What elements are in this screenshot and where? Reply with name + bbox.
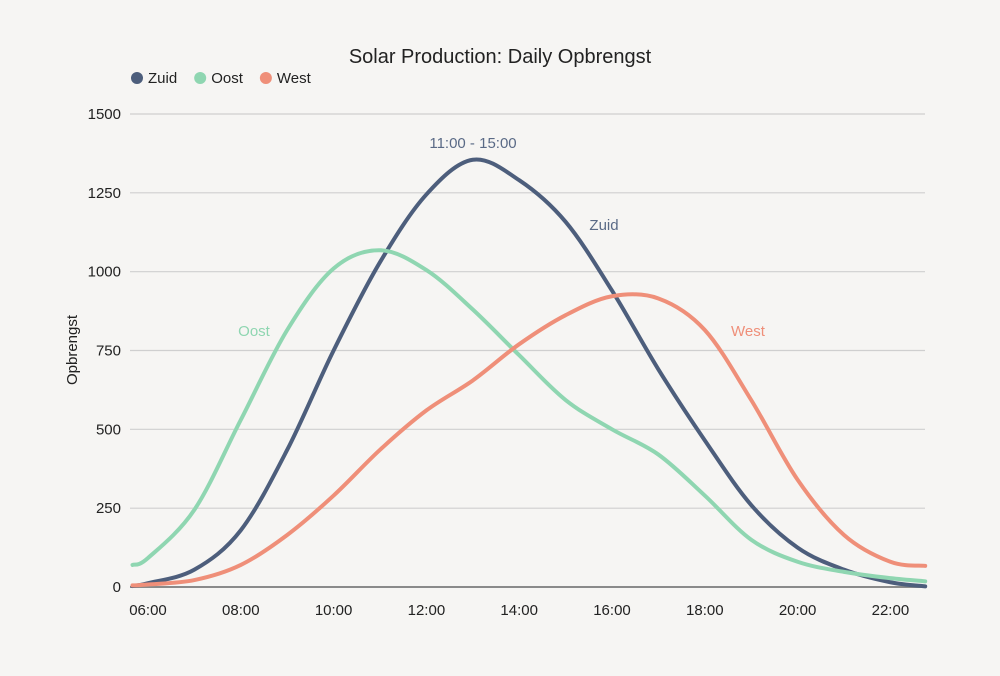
legend: Zuid Oost West xyxy=(131,70,312,87)
x-tick-label: 06:00 xyxy=(129,602,167,619)
x-tick-label: 20:00 xyxy=(779,602,817,619)
y-tick-label: 0 xyxy=(113,579,121,596)
annotation-oost: Oost xyxy=(238,323,271,340)
y-tick-label: 250 xyxy=(96,500,121,517)
series-line-zuid xyxy=(130,157,928,589)
annotation-peak-window: 11:00 - 15:00 xyxy=(429,135,516,152)
x-tick-label: 08:00 xyxy=(222,602,260,619)
legend-label-west: West xyxy=(277,70,312,87)
gridlines xyxy=(130,113,925,509)
y-tick-label: 1000 xyxy=(88,264,121,281)
annotation-west: West xyxy=(731,323,766,340)
annotation-zuid: Zuid xyxy=(589,217,618,234)
y-tick-label: 500 xyxy=(96,421,121,438)
chart-title: Solar Production: Daily Opbrengst xyxy=(349,46,652,68)
series-line-oost xyxy=(130,248,928,584)
x-tick-label: 10:00 xyxy=(315,602,353,619)
y-axis-ticks: 0 250 500 750 1000 1250 1500 xyxy=(88,106,121,596)
x-tick-label: 12:00 xyxy=(408,602,446,619)
legend-label-zuid: Zuid xyxy=(148,70,177,87)
legend-label-oost: Oost xyxy=(211,70,244,87)
legend-marker-oost xyxy=(194,72,207,84)
y-axis-label: Opbrengst xyxy=(64,314,81,385)
series-line-west xyxy=(130,292,928,588)
y-tick-label: 750 xyxy=(96,343,121,360)
x-axis-ticks: 06:00 08:00 10:00 12:00 14:00 16:00 18:00 20:00… xyxy=(129,602,909,619)
series-lines xyxy=(130,157,928,589)
x-tick-label: 22:00 xyxy=(872,602,910,619)
x-tick-label: 14:00 xyxy=(500,602,538,619)
legend-marker-zuid xyxy=(131,72,143,84)
y-tick-label: 1250 xyxy=(88,185,121,202)
x-tick-label: 18:00 xyxy=(686,602,724,619)
x-tick-label: 16:00 xyxy=(593,602,631,619)
y-tick-label: 1500 xyxy=(88,106,121,123)
legend-marker-west xyxy=(259,72,272,84)
